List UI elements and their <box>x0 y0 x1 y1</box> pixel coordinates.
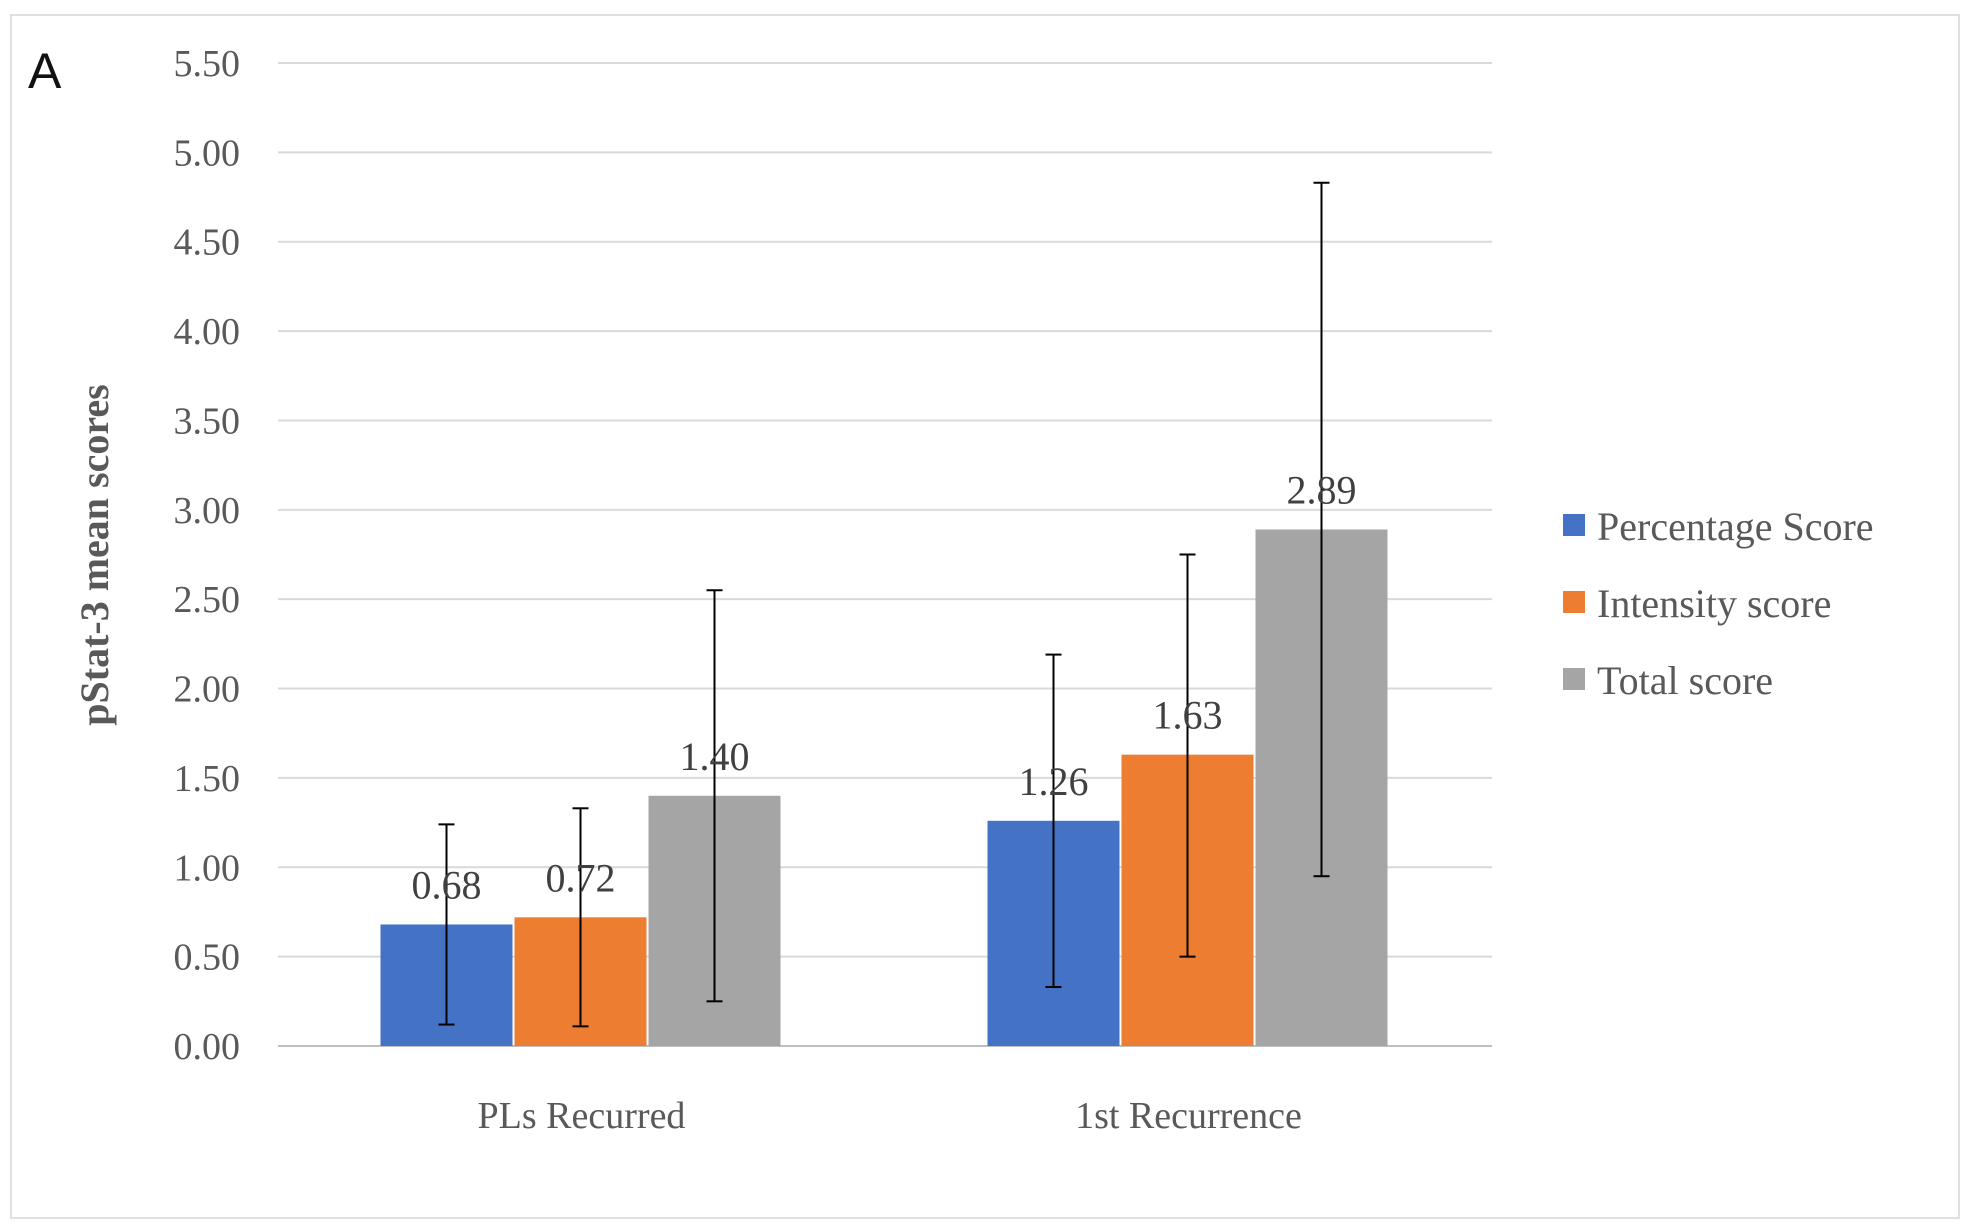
legend-swatch <box>1563 514 1585 536</box>
data-labels: 0.68 0.72 1.40 1.26 1.63 2.89 <box>412 467 1357 907</box>
data-label: 0.72 <box>546 855 616 900</box>
x-category-label: PLs Recurred <box>478 1095 686 1137</box>
figure-frame <box>10 14 1960 1219</box>
y-tick-label: 1.00 <box>174 847 241 889</box>
y-tick-label: 0.00 <box>174 1026 241 1068</box>
data-label: 1.63 <box>1153 693 1223 738</box>
y-tick-label: 5.50 <box>174 43 241 85</box>
bars <box>380 529 1388 1046</box>
x-axis-categories: PLs Recurred 1st Recurrence <box>478 1095 1302 1137</box>
y-axis-ticks: 0.00 0.50 1.00 1.50 2.00 2.50 3.00 3.50 4.00 4.50… <box>174 43 241 1068</box>
legend: Percentage Score Intensity score Total sco… <box>1563 504 1874 703</box>
data-label: 2.89 <box>1287 467 1357 512</box>
legend-label: Total score <box>1597 658 1773 703</box>
y-axis-label: pStat-3 mean scores <box>72 384 117 725</box>
legend-swatch <box>1563 668 1585 690</box>
x-category-label: 1st Recurrence <box>1075 1095 1302 1137</box>
y-tick-label: 0.50 <box>174 937 241 979</box>
data-label: 0.68 <box>412 862 482 907</box>
y-tick-label: 4.50 <box>174 222 241 264</box>
y-tick-label: 2.00 <box>174 669 241 711</box>
y-tick-label: 5.00 <box>174 132 241 174</box>
y-tick-label: 3.00 <box>174 490 241 532</box>
data-label: 1.26 <box>1019 759 1089 804</box>
y-tick-label: 1.50 <box>174 758 241 800</box>
legend-label: Percentage Score <box>1597 504 1874 549</box>
legend-swatch <box>1563 591 1585 613</box>
error-bars <box>438 181 1330 1028</box>
data-label: 1.40 <box>680 734 750 779</box>
y-tick-label: 3.50 <box>174 400 241 442</box>
y-tick-label: 4.00 <box>174 311 241 353</box>
y-tick-label: 2.50 <box>174 579 241 621</box>
panel-label: A <box>28 43 62 99</box>
legend-label: Intensity score <box>1597 581 1831 626</box>
